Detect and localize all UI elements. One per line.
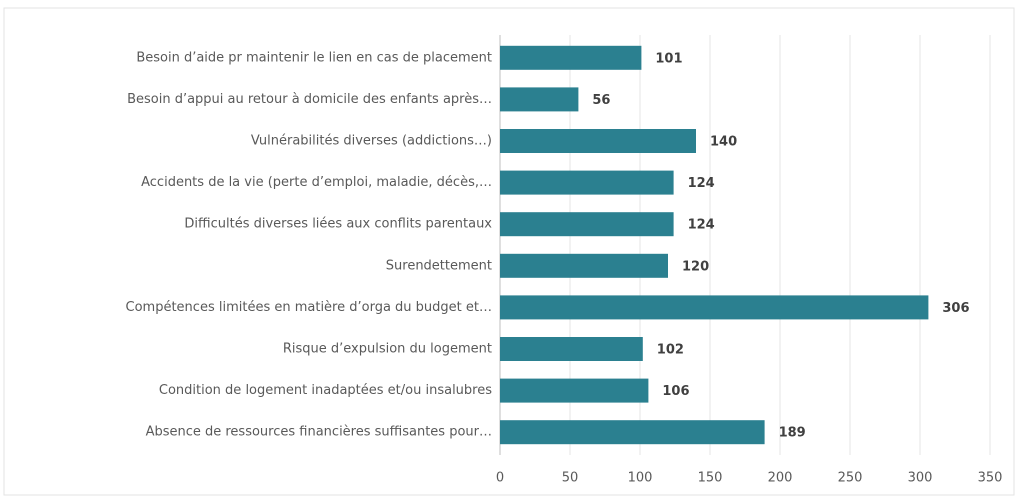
x-tick-label: 200 (768, 471, 793, 486)
bar (500, 170, 674, 195)
bar (500, 420, 765, 445)
value-label: 189 (779, 426, 806, 441)
y-tick-label: Risque d’expulsion du logement (283, 342, 492, 357)
value-label: 124 (688, 218, 715, 233)
x-tick-label: 150 (698, 471, 723, 486)
value-label: 101 (655, 51, 682, 66)
x-tick-label: 50 (562, 471, 579, 486)
bar (500, 295, 929, 320)
bar (500, 337, 643, 361)
value-label: 306 (942, 301, 969, 316)
value-label: 56 (592, 93, 610, 108)
value-label: 106 (662, 384, 689, 399)
y-tick-label: Accidents de la vie (perte d’emploi, mal… (141, 175, 492, 190)
bar (500, 129, 696, 153)
bar (500, 378, 649, 403)
y-tick-label: Condition de logement inadaptées et/ou i… (159, 383, 492, 398)
value-label: 140 (710, 135, 737, 150)
x-tick-label: 0 (496, 471, 504, 486)
x-tick-label: 300 (908, 471, 933, 486)
bar (500, 212, 674, 237)
value-label: 120 (682, 259, 709, 274)
bar (500, 87, 579, 112)
y-tick-label: Besoin d’aide pr maintenir le lien en ca… (136, 50, 492, 65)
y-tick-label: Compétences limitées en matière d’orga d… (126, 300, 492, 315)
bar (500, 253, 668, 278)
y-tick-label: Absence de ressources financières suffis… (146, 425, 492, 440)
chart-frame (3, 7, 1015, 496)
value-label: 102 (657, 343, 684, 358)
x-tick-label: 100 (628, 471, 653, 486)
y-tick-label: Surendettement (386, 258, 492, 273)
y-tick-label: Besoin d’appui au retour à domicile des … (127, 92, 492, 107)
y-tick-label: Vulnérabilités diverses (addictions…) (251, 134, 492, 149)
x-tick-label: 350 (978, 471, 1003, 486)
value-label: 124 (688, 176, 715, 191)
bar (500, 45, 642, 70)
y-tick-label: Difficultés diverses liées aux conflits … (184, 217, 492, 232)
x-tick-label: 250 (838, 471, 863, 486)
